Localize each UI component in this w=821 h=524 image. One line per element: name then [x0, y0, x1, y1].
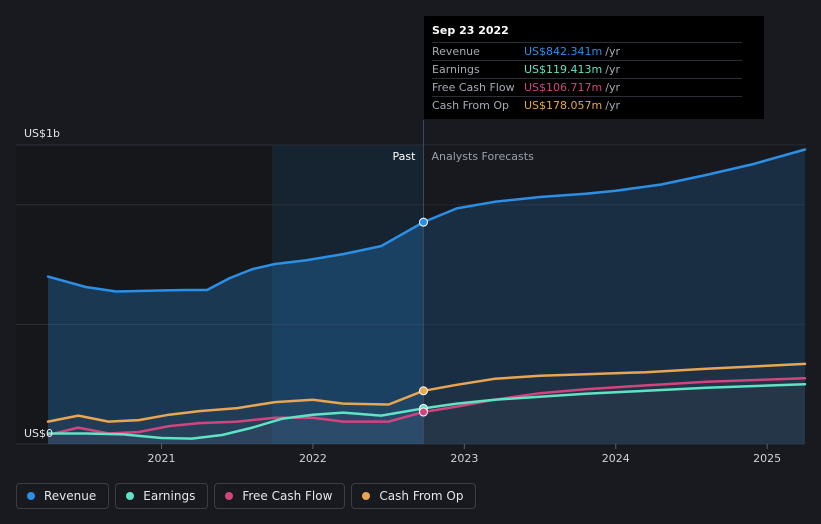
x-tick-label: 2022	[299, 452, 327, 465]
x-tick-label: 2024	[602, 452, 630, 465]
marker-cash_from_op	[418, 386, 428, 396]
legend-label: Earnings	[143, 489, 196, 503]
legend-item-free-cash-flow[interactable]: Free Cash Flow	[214, 483, 346, 509]
tooltip-label: Earnings	[432, 63, 480, 76]
legend-label: Free Cash Flow	[242, 489, 333, 503]
tooltip-value: US$119.413m	[524, 63, 603, 76]
past-region-background	[16, 145, 424, 444]
tooltip-label: Revenue	[432, 45, 480, 58]
forecast-label: Analysts Forecasts	[431, 150, 534, 163]
tooltip-value: US$178.057m	[524, 99, 603, 112]
tooltip-row-free-cash-flow: Free Cash Flow US$106.717m /yr	[432, 78, 742, 96]
series-area-free_cash_flow	[48, 378, 805, 444]
earnings-dot-icon	[126, 492, 135, 500]
tooltip-row-earnings: Earnings US$119.413m /yr	[432, 60, 742, 78]
y-tick-label-1b: US$1b	[24, 127, 60, 140]
forecast-region-dim	[423, 145, 805, 444]
series-areas	[48, 145, 805, 444]
series-area-cash_from_op	[48, 363, 805, 444]
legend-label: Cash From Op	[379, 489, 464, 503]
x-tick-label: 2025	[753, 452, 781, 465]
tooltip-row-revenue: Revenue US$842.341m /yr	[432, 42, 742, 60]
series-lines	[46, 148, 807, 440]
y-tick-label-0: US$0	[24, 427, 53, 440]
cash-from-op-dot-icon	[362, 492, 371, 500]
tooltip-unit: /yr	[605, 81, 620, 94]
tooltip-value: US$842.341m	[524, 45, 603, 58]
x-tick-label: 2023	[450, 452, 478, 465]
series-line-free_cash_flow	[46, 376, 807, 437]
data-tooltip: Sep 23 2022 Revenue US$842.341m /yr Earn…	[424, 16, 764, 119]
legend-item-earnings[interactable]: Earnings	[115, 483, 209, 509]
past-label: Past	[393, 150, 417, 163]
free-cash-flow-dot-icon	[225, 492, 234, 500]
series-line-earnings	[46, 382, 807, 440]
hover-markers	[418, 217, 428, 417]
tooltip-unit: /yr	[605, 99, 620, 112]
grid-lines	[16, 144, 805, 445]
tooltip-date: Sep 23 2022	[432, 24, 509, 37]
tooltip-row-cash-from-op: Cash From Op US$178.057m /yr	[432, 96, 742, 114]
chart-legend: Revenue Earnings Free Cash Flow Cash Fro…	[16, 483, 477, 511]
revenue-dot-icon	[27, 492, 35, 500]
legend-item-cash-from-op[interactable]: Cash From Op	[351, 483, 477, 509]
series-line-revenue	[46, 148, 807, 293]
marker-free_cash_flow	[418, 407, 428, 417]
marker-revenue	[418, 217, 428, 227]
series-area-revenue	[48, 149, 805, 444]
tooltip-unit: /yr	[605, 45, 620, 58]
tooltip-label: Free Cash Flow	[432, 81, 515, 94]
past-region-highlight	[272, 145, 424, 444]
tooltip-label: Cash From Op	[432, 99, 510, 112]
series-line-cash_from_op	[46, 362, 807, 423]
tooltip-unit: /yr	[605, 63, 620, 76]
x-axis-ticks: 2021 2022 2023 2024 2025	[148, 444, 781, 465]
x-tick-label: 2021	[148, 452, 176, 465]
legend-item-revenue[interactable]: Revenue	[16, 483, 110, 509]
tooltip-value: US$106.717m	[524, 81, 603, 94]
legend-label: Revenue	[44, 489, 97, 503]
